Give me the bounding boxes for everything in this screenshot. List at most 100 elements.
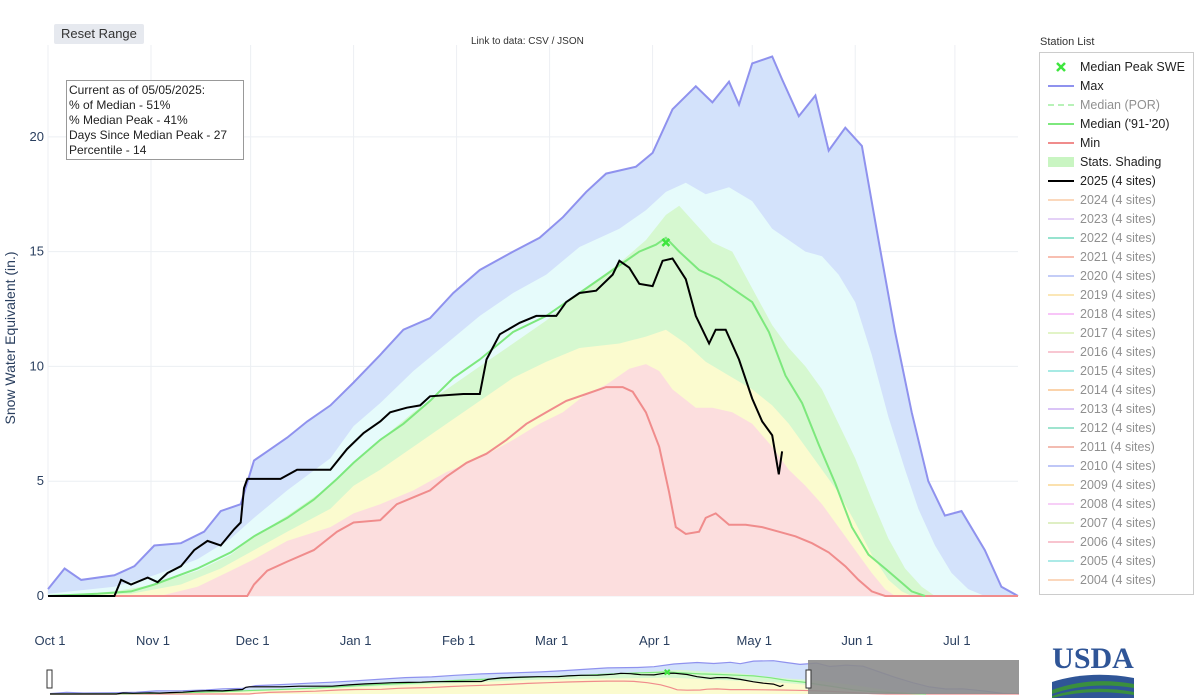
legend-item[interactable]: 2015 (4 sites) xyxy=(1040,362,1193,381)
mini-current-line xyxy=(50,672,784,695)
swe-chart[interactable]: Oct 1 Nov 1 Dec 1 Jan 1 Feb 1 Mar 1 Apr 1 May 1… xyxy=(0,0,1030,700)
legend-symbol-icon xyxy=(1048,389,1074,391)
legend-item-label: Max xyxy=(1080,79,1104,93)
legend-symbol-icon xyxy=(1048,579,1074,581)
x-tick-label: Jul 1 xyxy=(943,633,970,648)
stats-pct-median-peak: % Median Peak - 41% xyxy=(69,113,188,127)
legend-item[interactable]: Median Peak SWE xyxy=(1040,58,1193,77)
legend-item-label: 2019 (4 sites) xyxy=(1080,288,1156,302)
mini-min-line xyxy=(50,680,1019,695)
station-legend: Median Peak SWE Max Median (POR) Median ('9… xyxy=(1039,52,1194,595)
legend-symbol-icon xyxy=(1048,199,1074,201)
legend-item-label: 2007 (4 sites) xyxy=(1080,516,1156,530)
legend-item[interactable]: 2016 (4 sites) xyxy=(1040,343,1193,362)
legend-symbol-icon xyxy=(1048,85,1074,87)
usda-logo-text: USDA xyxy=(1052,642,1134,675)
y-tick-label: 5 xyxy=(37,473,44,488)
max-line xyxy=(47,55,1019,597)
stats-percentile: Percentile - 14 xyxy=(69,143,147,157)
legend-symbol-icon xyxy=(1048,142,1074,144)
x-tick-label: Jan 1 xyxy=(340,633,372,648)
y-tick-label: 15 xyxy=(30,244,44,259)
legend-symbol-icon xyxy=(1048,541,1074,543)
legend-symbol-icon xyxy=(1048,465,1074,467)
legend-item-label: 2022 (4 sites) xyxy=(1080,231,1156,245)
legend-item[interactable]: 2007 (4 sites) xyxy=(1040,514,1193,533)
legend-item-label: 2005 (4 sites) xyxy=(1080,554,1156,568)
legend-item[interactable]: 2023 (4 sites) xyxy=(1040,210,1193,229)
legend-symbol-icon xyxy=(1048,157,1074,167)
stats-days-since-peak: Days Since Median Peak - 27 xyxy=(69,128,228,142)
usda-logo: USDA xyxy=(1052,642,1134,698)
median-line xyxy=(47,236,926,597)
legend-item[interactable]: 2021 (4 sites) xyxy=(1040,248,1193,267)
legend-item[interactable]: 2009 (4 sites) xyxy=(1040,476,1193,495)
legend-symbol-icon xyxy=(1048,427,1074,429)
legend-item[interactable]: Min xyxy=(1040,134,1193,153)
legend-item-label: 2009 (4 sites) xyxy=(1080,478,1156,492)
data-link: Link to data: CSV / JSON xyxy=(471,36,584,47)
legend-symbol-icon xyxy=(1048,104,1074,106)
legend-symbol-icon xyxy=(1048,218,1074,220)
legend-item[interactable]: 2025 (4 sites) xyxy=(1040,172,1193,191)
reset-range-button[interactable]: Reset Range xyxy=(54,24,144,44)
legend-item[interactable]: Max xyxy=(1040,77,1193,96)
legend-title: Station List xyxy=(1040,36,1095,48)
legend-symbol-icon xyxy=(1048,256,1074,258)
legend-item-label: 2008 (4 sites) xyxy=(1080,497,1156,511)
legend-item[interactable]: 2020 (4 sites) xyxy=(1040,267,1193,286)
legend-item[interactable]: 2006 (4 sites) xyxy=(1040,533,1193,552)
x-tick-label: Oct 1 xyxy=(34,633,65,648)
y-tick-label: 20 xyxy=(30,129,44,144)
legend-item[interactable]: 2022 (4 sites) xyxy=(1040,229,1193,248)
chart-lines xyxy=(47,55,1019,597)
legend-item[interactable]: 2011 (4 sites) xyxy=(1040,438,1193,457)
legend-item-label: Min xyxy=(1080,136,1101,150)
y-axis: 0 5 10 15 20 xyxy=(30,129,44,603)
legend-item[interactable]: 2019 (4 sites) xyxy=(1040,286,1193,305)
median-peak-marker xyxy=(661,238,671,247)
min-line xyxy=(48,386,1018,597)
legend-item[interactable]: 2018 (4 sites) xyxy=(1040,305,1193,324)
legend-item[interactable]: Median ('91-'20) xyxy=(1040,115,1193,134)
range-slider-mask xyxy=(808,660,1019,694)
x-tick-label: Jun 1 xyxy=(841,633,873,648)
legend-item[interactable]: 2008 (4 sites) xyxy=(1040,495,1193,514)
legend-item-label: 2018 (4 sites) xyxy=(1080,307,1156,321)
x-tick-label: Dec 1 xyxy=(236,633,270,648)
legend-symbol-icon xyxy=(1048,503,1074,505)
csv-link[interactable]: CSV xyxy=(528,36,549,47)
legend-item-label: 2012 (4 sites) xyxy=(1080,421,1156,435)
legend-item[interactable]: Stats. Shading xyxy=(1040,153,1193,172)
legend-item-label: Median ('91-'20) xyxy=(1080,117,1170,131)
range-handle-right[interactable] xyxy=(805,669,812,689)
legend-item[interactable]: 2024 (4 sites) xyxy=(1040,191,1193,210)
x-axis: Oct 1 Nov 1 Dec 1 Jan 1 Feb 1 Mar 1 Apr 1 May 1… xyxy=(34,633,970,648)
legend-item-label: 2006 (4 sites) xyxy=(1080,535,1156,549)
legend-item-label: 2021 (4 sites) xyxy=(1080,250,1156,264)
legend-item[interactable]: 2004 (4 sites) xyxy=(1040,571,1193,590)
x-tick-label: Apr 1 xyxy=(639,633,670,648)
legend-item[interactable]: 2013 (4 sites) xyxy=(1040,400,1193,419)
legend-item[interactable]: 2017 (4 sites) xyxy=(1040,324,1193,343)
legend-symbol-icon xyxy=(1048,332,1074,334)
range-handle-left[interactable] xyxy=(46,669,53,689)
legend-symbol-icon xyxy=(1048,351,1074,353)
x-tick-label: Mar 1 xyxy=(535,633,568,648)
legend-item-label: 2013 (4 sites) xyxy=(1080,402,1156,416)
legend-item[interactable]: 2005 (4 sites) xyxy=(1040,552,1193,571)
legend-item[interactable]: 2012 (4 sites) xyxy=(1040,419,1193,438)
legend-symbol-icon xyxy=(1048,123,1074,125)
legend-item[interactable]: Median (POR) xyxy=(1040,96,1193,115)
legend-symbol-icon xyxy=(1048,275,1074,277)
data-link-separator: / xyxy=(551,36,555,47)
legend-symbol-icon xyxy=(1048,408,1074,410)
legend-item-label: 2004 (4 sites) xyxy=(1080,573,1156,587)
legend-item-label: 2015 (4 sites) xyxy=(1080,364,1156,378)
legend-item[interactable]: 2014 (4 sites) xyxy=(1040,381,1193,400)
json-link[interactable]: JSON xyxy=(557,36,584,47)
legend-symbol-icon xyxy=(1048,313,1074,315)
legend-item[interactable]: 2010 (4 sites) xyxy=(1040,457,1193,476)
range-slider[interactable] xyxy=(46,660,1020,695)
legend-symbol-icon xyxy=(1048,237,1074,239)
